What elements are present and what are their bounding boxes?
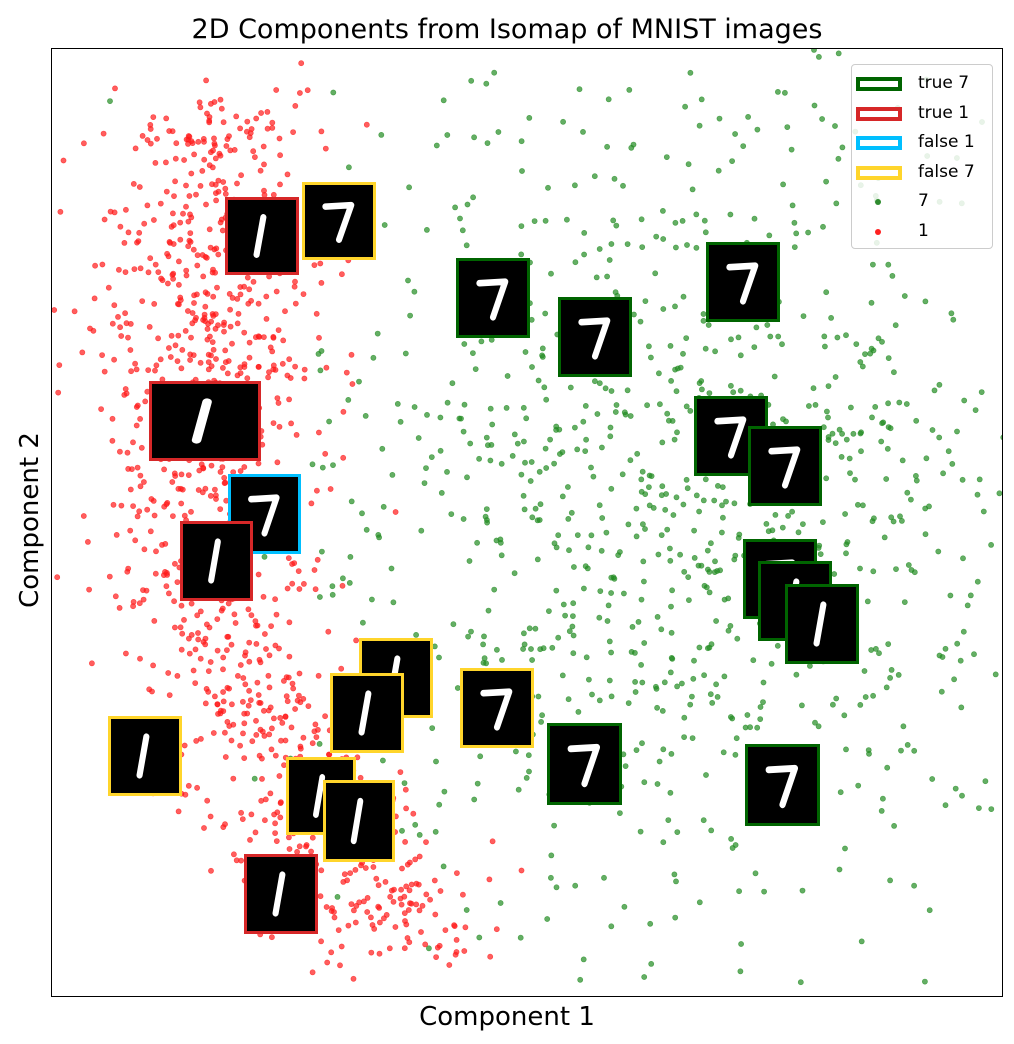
legend-label: 7 xyxy=(918,191,929,211)
digit-thumbnail-true-1 xyxy=(225,197,299,275)
digit-thumbnail-false-7 xyxy=(108,716,182,796)
digit-thumbnail-false-7 xyxy=(460,668,534,748)
digit-thumbnail-false-7 xyxy=(323,780,395,862)
digit-thumbnail-false-7 xyxy=(302,182,376,260)
digit-thumbnail-true-7 xyxy=(706,242,780,322)
x-axis-label: Component 1 xyxy=(419,1002,595,1032)
plot-area xyxy=(51,48,1003,997)
legend-item-false-1: false 1 xyxy=(852,130,992,156)
digit-thumbnail-false-7 xyxy=(330,673,404,753)
legend-label: false 7 xyxy=(918,161,975,182)
legend-label: true 1 xyxy=(918,102,970,123)
legend-patch-icon xyxy=(856,165,902,180)
digit-thumbnail-true-7 xyxy=(785,584,859,664)
legend-label: true 7 xyxy=(918,73,970,93)
legend-patch-icon xyxy=(856,136,902,150)
legend-marker-icon xyxy=(875,199,881,205)
y-axis-label: Component 2 xyxy=(15,432,45,608)
chart-title: 2D Components from Isomap of MNIST image… xyxy=(191,14,823,45)
legend-patch-icon xyxy=(856,77,902,91)
digit-thumbnail-true-7 xyxy=(748,426,822,506)
digit-thumbnail-true-1 xyxy=(149,381,261,461)
digit-thumbnail-true-1 xyxy=(244,854,318,934)
digit-thumbnail-true-1 xyxy=(180,521,253,601)
legend-item-true-7: true 7 xyxy=(852,71,992,97)
digit-thumbnail-true-7 xyxy=(547,723,622,805)
digit-thumbnail-true-7 xyxy=(558,297,632,377)
digit-thumbnail-true-7 xyxy=(456,258,530,338)
legend-item-1: 1 xyxy=(852,219,992,245)
legend-label: 1 xyxy=(918,220,929,241)
legend-patch-icon xyxy=(856,106,902,121)
legend-item-false-7: false 7 xyxy=(852,160,992,186)
legend-item-true-1: true 1 xyxy=(852,101,992,127)
digit-thumbnail-true-7 xyxy=(745,744,820,826)
legend-marker-icon xyxy=(875,228,881,235)
legend: true 7 true 1 false 1 false 7 7 1 xyxy=(851,64,993,249)
legend-label: false 1 xyxy=(918,132,975,152)
legend-item-7: 7 xyxy=(852,189,992,215)
